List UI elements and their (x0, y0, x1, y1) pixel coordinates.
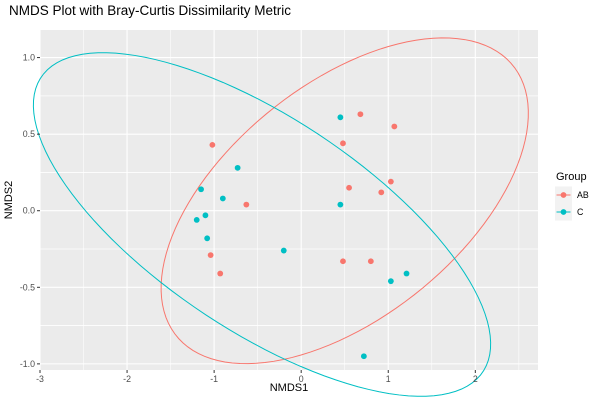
y-tick-label: 1.0 (23, 53, 35, 63)
x-tick-label: 1 (386, 374, 391, 384)
point-c (219, 195, 226, 202)
legend-label: AB (577, 190, 589, 200)
point-ab (346, 184, 352, 191)
point-c (403, 270, 410, 277)
point-ab (367, 258, 374, 265)
x-tick-label: 2 (473, 374, 478, 384)
point-ab (340, 140, 346, 147)
axis-ticks (37, 57, 476, 373)
x-tick-label: 0 (299, 374, 304, 384)
legend-key-point (560, 192, 567, 198)
y-tick-label: -1.0 (20, 359, 35, 369)
point-c (204, 235, 211, 242)
y-tick-label: 0.0 (23, 206, 35, 216)
point-c (387, 278, 394, 285)
point-c (202, 212, 209, 219)
legend-label: C (577, 207, 584, 217)
legend: Group AB C (555, 171, 589, 221)
point-ab (340, 258, 346, 265)
y-axis-title: NMDS2 (3, 181, 15, 220)
y-tick-label: -0.5 (20, 282, 35, 292)
point-ab (217, 270, 224, 277)
data-points (193, 111, 410, 360)
x-tick-label: -1 (210, 374, 218, 384)
confidence-ellipses (32, 37, 529, 397)
major-gridlines (39, 30, 538, 370)
point-c (280, 247, 287, 254)
legend-entry-c: C (555, 203, 584, 221)
point-c (193, 217, 200, 223)
x-tick-label: -2 (123, 374, 131, 384)
y-tick-label: 0.5 (23, 129, 35, 139)
point-ab (357, 111, 364, 118)
point-ab (209, 141, 216, 148)
axis-tick-labels: -3 -2 -1 0 1 2 -1.0 -0.5 0.0 0.5 1.0 (20, 53, 478, 384)
ellipse-c (32, 52, 492, 397)
ellipse-ab (160, 37, 529, 365)
point-c (337, 201, 344, 208)
x-axis-title: NMDS1 (270, 382, 309, 394)
chart-title: NMDS Plot with Bray-Curtis Dissimilarity… (9, 3, 291, 18)
legend-title: Group (556, 171, 587, 183)
point-c (360, 353, 367, 360)
point-c (198, 186, 204, 193)
point-ab (378, 189, 385, 196)
point-c (234, 164, 241, 171)
point-c (337, 114, 344, 121)
point-ab (391, 123, 398, 130)
point-ab (387, 178, 394, 185)
point-ab (207, 252, 214, 259)
legend-entries: AB C (555, 186, 589, 221)
plot-panel (40, 30, 538, 370)
legend-entry-ab: AB (555, 186, 589, 204)
legend-key-point (560, 209, 567, 215)
point-ab (243, 201, 250, 208)
x-tick-label: -3 (36, 374, 44, 384)
